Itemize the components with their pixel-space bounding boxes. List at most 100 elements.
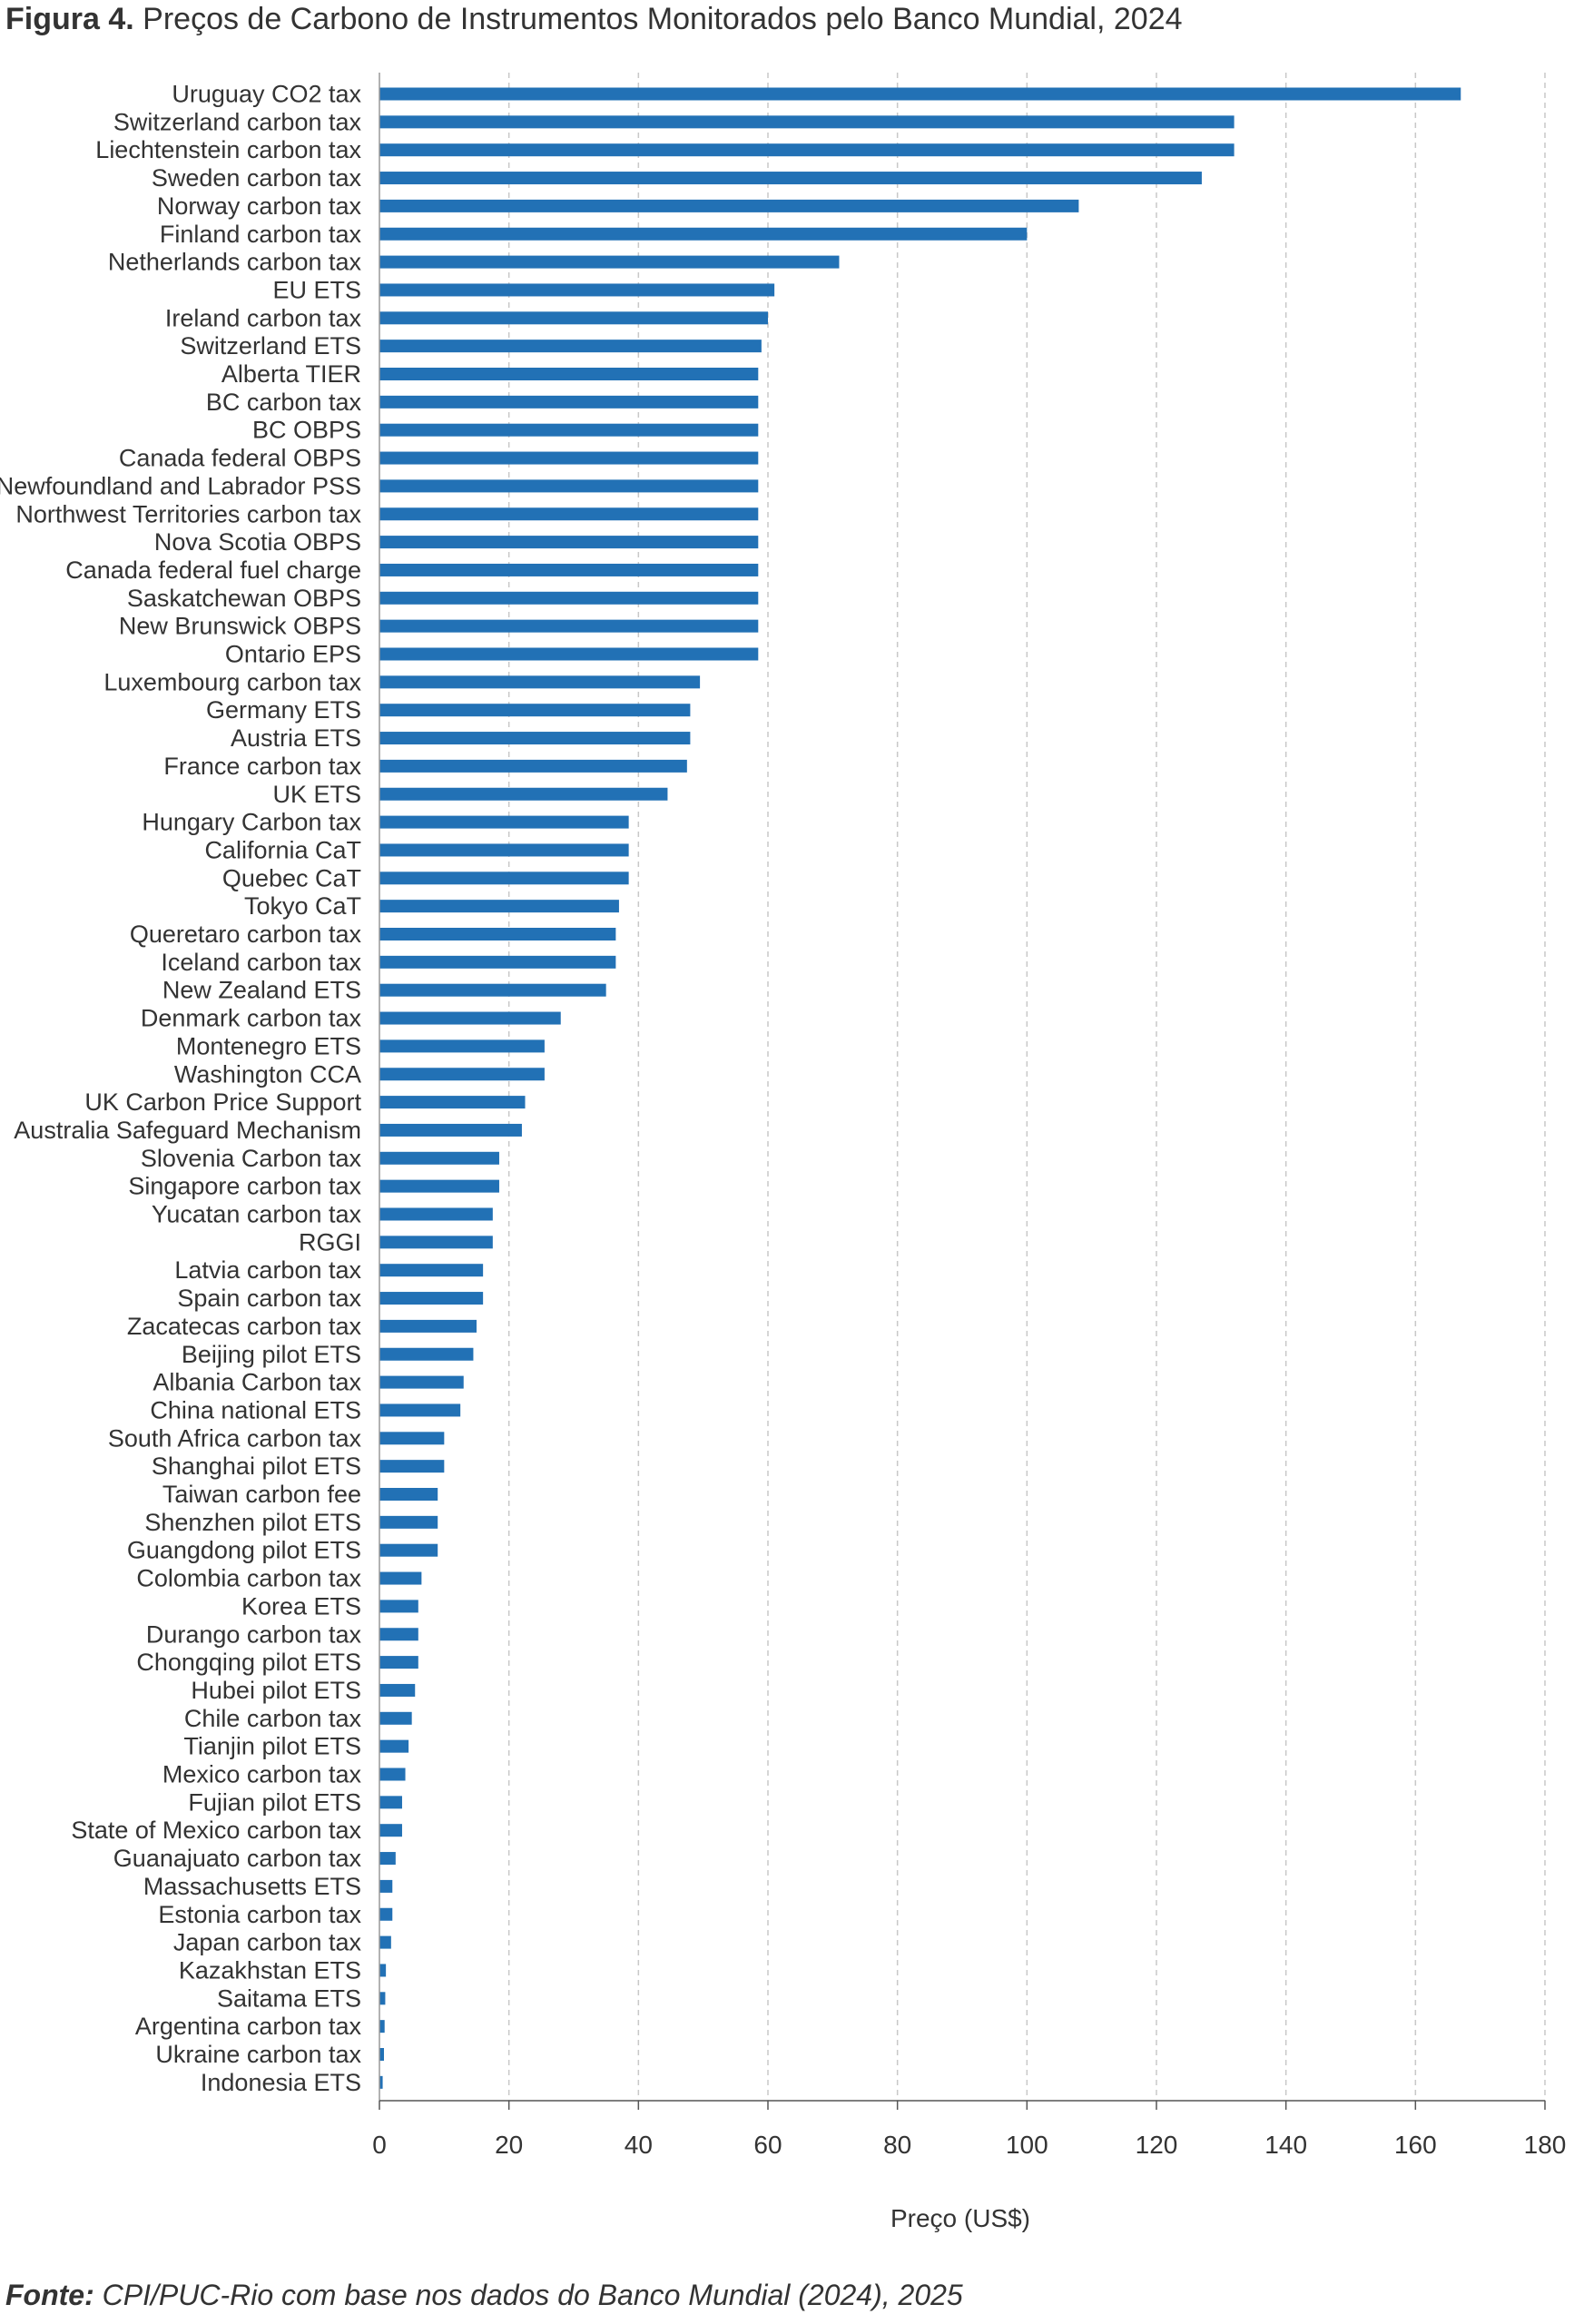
- bar: [379, 1068, 545, 1081]
- bar: [379, 311, 768, 325]
- bar: [379, 1123, 522, 1137]
- category-label: Denmark carbon tax: [141, 1005, 362, 1032]
- category-label: State of Mexico carbon tax: [71, 1817, 361, 1844]
- x-tick-label: 140: [1264, 2131, 1307, 2159]
- category-label: Guangdong pilot ETS: [127, 1537, 361, 1564]
- bar: [379, 1011, 561, 1025]
- x-axis-label: Preço (US$): [890, 2204, 1030, 2232]
- category-label: France carbon tax: [163, 753, 361, 780]
- bar: [379, 87, 1461, 101]
- bar: [379, 1879, 393, 1893]
- category-label: Austria ETS: [231, 724, 361, 752]
- bar: [379, 1935, 391, 1949]
- x-tick-label: 160: [1394, 2131, 1437, 2159]
- bar: [379, 2048, 384, 2061]
- bar: [379, 1236, 493, 1249]
- bar: [379, 619, 759, 633]
- category-label: EU ETS: [272, 276, 361, 303]
- category-label: Liechtenstein carbon tax: [95, 136, 361, 163]
- bar: [379, 423, 759, 437]
- category-label: Kazakhstan ETS: [179, 1956, 361, 1984]
- category-label: Norway carbon tax: [157, 192, 362, 220]
- category-label: New Brunswick OBPS: [119, 613, 361, 640]
- category-label: Montenegro ETS: [176, 1032, 361, 1059]
- category-label: Ireland carbon tax: [165, 304, 362, 331]
- bar: [379, 563, 759, 576]
- bar: [379, 451, 759, 465]
- bar: [379, 955, 616, 969]
- bar: [379, 1992, 386, 2005]
- category-label: Finland carbon tax: [160, 221, 362, 248]
- category-label: BC carbon tax: [206, 389, 362, 416]
- bar: [379, 1403, 461, 1417]
- bar: [379, 1852, 396, 1866]
- category-label: Indonesia ETS: [201, 2069, 361, 2096]
- bar: [379, 1711, 412, 1725]
- category-label: Canada federal OBPS: [119, 445, 361, 472]
- bar: [379, 928, 616, 940]
- bar: [379, 1151, 499, 1165]
- bar: [379, 900, 619, 913]
- category-label: California CaT: [204, 836, 361, 863]
- bar: [379, 1600, 418, 1613]
- bar: [379, 1488, 438, 1501]
- category-label: Singapore carbon tax: [128, 1173, 361, 1200]
- bar: [379, 227, 1028, 241]
- category-label: Northwest Territories carbon tax: [15, 500, 361, 527]
- bar: [379, 1739, 409, 1753]
- category-label: Saitama ETS: [217, 1984, 361, 2012]
- category-label: Taiwan carbon fee: [162, 1481, 361, 1508]
- category-label: Uruguay CO2 tax: [172, 81, 361, 108]
- category-label: Newfoundland and Labrador PSS: [0, 472, 361, 499]
- bar: [379, 143, 1235, 157]
- category-label: Luxembourg carbon tax: [103, 668, 361, 695]
- bar: [379, 1039, 545, 1053]
- category-label: Queretaro carbon tax: [130, 921, 362, 948]
- figure-number: Figura 4.: [5, 2, 134, 36]
- category-label: Germany ETS: [206, 696, 361, 724]
- category-label: Estonia carbon tax: [158, 1901, 361, 1928]
- bar: [379, 1375, 464, 1389]
- category-label: Fujian pilot ETS: [188, 1788, 361, 1816]
- bar: [379, 115, 1235, 129]
- bar: [379, 675, 701, 689]
- bar: [379, 255, 840, 269]
- category-label: Chongqing pilot ETS: [136, 1649, 361, 1676]
- bar: [379, 732, 691, 745]
- x-tick-label: 40: [625, 2131, 653, 2159]
- category-label: Australia Safeguard Mechanism: [14, 1117, 361, 1144]
- category-label: Iceland carbon tax: [161, 949, 361, 976]
- category-label: UK Carbon Price Support: [84, 1088, 361, 1116]
- bar: [379, 815, 629, 829]
- bar: [379, 1432, 445, 1445]
- category-label: Tokyo CaT: [244, 892, 361, 920]
- category-label: New Zealand ETS: [162, 977, 361, 1004]
- category-label: BC OBPS: [252, 417, 361, 444]
- bar: [379, 1207, 493, 1221]
- x-tick-label: 80: [883, 2131, 911, 2159]
- source-text: CPI/PUC-Rio com base nos dados do Banco …: [102, 2279, 963, 2311]
- category-label: Shanghai pilot ETS: [152, 1452, 361, 1480]
- category-label: Beijing pilot ETS: [182, 1341, 361, 1368]
- category-label: Massachusetts ETS: [143, 1873, 361, 1900]
- x-tick-label: 60: [753, 2131, 782, 2159]
- bar: [379, 1796, 402, 1809]
- category-label: Sweden carbon tax: [152, 164, 362, 192]
- bar: [379, 479, 759, 493]
- category-label: South Africa carbon tax: [108, 1424, 362, 1452]
- category-label: Argentina carbon tax: [135, 2013, 362, 2040]
- bar: [379, 1292, 484, 1305]
- category-label: Albania Carbon tax: [152, 1369, 361, 1396]
- category-label: Durango carbon tax: [146, 1620, 362, 1648]
- bar: [379, 507, 759, 521]
- bar: [379, 368, 759, 380]
- bar: [379, 1319, 477, 1333]
- category-label: Quebec CaT: [222, 864, 361, 891]
- bar: [379, 2020, 385, 2034]
- category-label: Spain carbon tax: [177, 1285, 361, 1312]
- category-label: RGGI: [299, 1228, 361, 1256]
- bar: [379, 704, 691, 717]
- bar: [379, 1907, 393, 1921]
- bar: [379, 1628, 418, 1641]
